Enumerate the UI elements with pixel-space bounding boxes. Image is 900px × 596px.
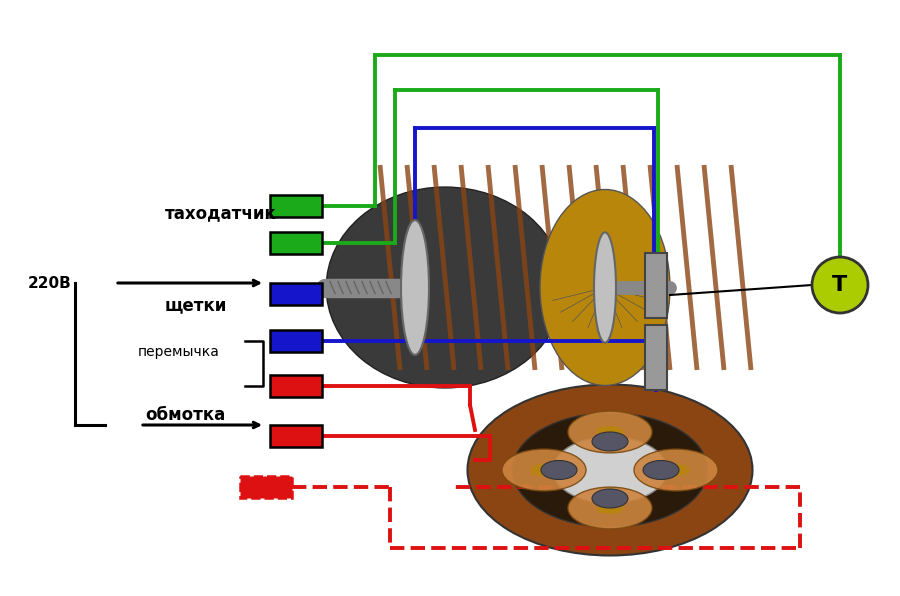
Ellipse shape xyxy=(592,432,628,451)
Bar xyxy=(270,283,322,305)
Bar xyxy=(645,253,667,318)
Ellipse shape xyxy=(535,464,553,476)
Ellipse shape xyxy=(467,384,752,555)
Ellipse shape xyxy=(541,461,577,480)
Ellipse shape xyxy=(592,489,628,508)
Bar xyxy=(240,476,292,498)
Ellipse shape xyxy=(530,464,548,476)
Circle shape xyxy=(812,257,868,313)
Ellipse shape xyxy=(601,502,619,514)
Ellipse shape xyxy=(601,426,619,437)
Ellipse shape xyxy=(643,461,679,480)
Ellipse shape xyxy=(594,232,616,343)
Bar xyxy=(270,232,322,254)
Ellipse shape xyxy=(568,487,652,529)
Bar xyxy=(270,425,322,447)
Ellipse shape xyxy=(596,426,614,437)
Ellipse shape xyxy=(606,426,624,437)
Bar xyxy=(460,375,760,565)
Bar xyxy=(270,375,322,397)
Ellipse shape xyxy=(553,437,667,503)
Text: щетки: щетки xyxy=(165,296,228,314)
Bar xyxy=(320,145,650,390)
Ellipse shape xyxy=(672,464,690,476)
Text: таходатчик: таходатчик xyxy=(165,204,277,222)
Ellipse shape xyxy=(512,413,707,527)
Ellipse shape xyxy=(634,449,718,491)
Bar xyxy=(270,195,322,217)
Ellipse shape xyxy=(667,464,685,476)
Ellipse shape xyxy=(596,502,614,514)
Bar xyxy=(270,330,322,352)
Text: перемычка: перемычка xyxy=(138,345,220,359)
Ellipse shape xyxy=(540,464,558,476)
Ellipse shape xyxy=(401,220,429,355)
Ellipse shape xyxy=(502,449,586,491)
Text: обмотка: обмотка xyxy=(145,406,225,424)
Text: 220В: 220В xyxy=(28,275,72,290)
Ellipse shape xyxy=(326,187,563,388)
Text: T: T xyxy=(832,275,848,295)
Ellipse shape xyxy=(568,411,652,453)
Ellipse shape xyxy=(540,190,670,386)
Bar xyxy=(645,325,667,390)
Ellipse shape xyxy=(662,464,680,476)
Ellipse shape xyxy=(606,502,624,514)
